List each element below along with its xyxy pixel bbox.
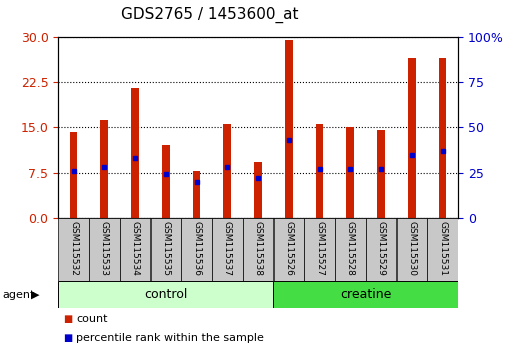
Bar — [162, 145, 169, 218]
Bar — [376, 131, 384, 218]
Bar — [181, 218, 212, 281]
Bar — [100, 120, 108, 218]
Text: GSM115532: GSM115532 — [69, 221, 78, 276]
Text: GSM115530: GSM115530 — [407, 221, 416, 276]
Text: percentile rank within the sample: percentile rank within the sample — [76, 333, 263, 343]
Text: GSM115526: GSM115526 — [284, 221, 293, 276]
Bar — [150, 218, 181, 281]
Bar — [212, 218, 242, 281]
Text: agent: agent — [3, 290, 35, 300]
Text: ■: ■ — [63, 314, 72, 324]
Bar — [304, 218, 334, 281]
Bar — [284, 40, 292, 218]
Bar — [315, 125, 323, 218]
Text: count: count — [76, 314, 107, 324]
Bar — [120, 218, 150, 281]
Bar — [438, 58, 445, 218]
Text: GSM115537: GSM115537 — [222, 221, 231, 276]
Bar — [346, 127, 353, 218]
Bar — [58, 218, 88, 281]
Text: GSM115535: GSM115535 — [161, 221, 170, 276]
Bar — [223, 125, 231, 218]
Text: control: control — [144, 288, 187, 301]
Bar — [407, 58, 415, 218]
Bar — [254, 162, 262, 218]
Bar — [192, 171, 200, 218]
Bar — [273, 281, 457, 308]
Text: GSM115527: GSM115527 — [315, 221, 323, 276]
Text: creatine: creatine — [339, 288, 390, 301]
Bar — [396, 218, 426, 281]
Bar — [89, 218, 119, 281]
Text: GSM115536: GSM115536 — [192, 221, 200, 276]
Bar — [273, 218, 304, 281]
Text: GSM115529: GSM115529 — [376, 221, 385, 276]
Bar — [365, 218, 395, 281]
Text: GSM115528: GSM115528 — [345, 221, 354, 276]
Text: ■: ■ — [63, 333, 72, 343]
Text: ▶: ▶ — [31, 290, 40, 300]
Text: GSM115538: GSM115538 — [253, 221, 262, 276]
Text: GSM115531: GSM115531 — [437, 221, 446, 276]
Text: GDS2765 / 1453600_at: GDS2765 / 1453600_at — [121, 7, 298, 23]
Bar — [427, 218, 457, 281]
Text: GSM115533: GSM115533 — [99, 221, 109, 276]
Text: GSM115534: GSM115534 — [130, 221, 139, 276]
Bar — [58, 281, 273, 308]
Bar — [131, 88, 139, 218]
Bar — [334, 218, 365, 281]
Bar — [242, 218, 273, 281]
Bar — [70, 132, 77, 218]
